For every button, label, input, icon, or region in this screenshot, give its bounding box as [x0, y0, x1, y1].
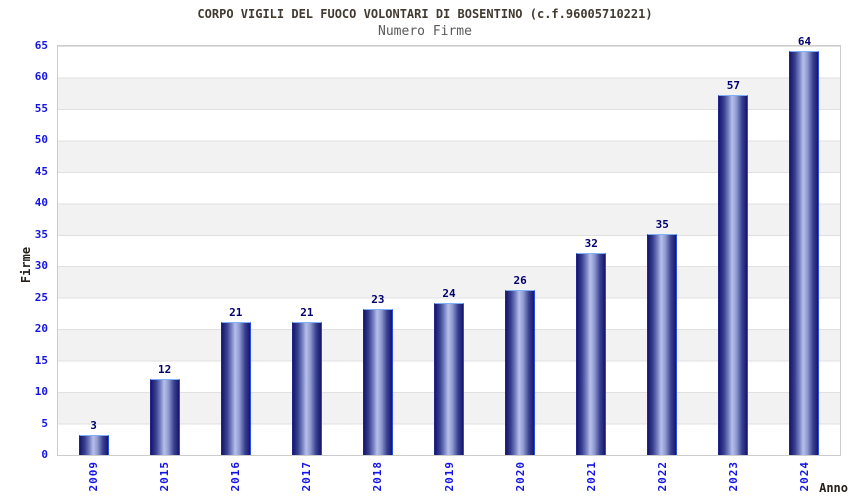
y-tick-label: 55 — [34, 101, 48, 115]
x-axis-ticks: 2009 2015 2016 2017 2018 2019 2020 2021 2022 2023… — [58, 461, 840, 499]
bar-slot: 26 — [485, 46, 556, 455]
bar-value-label: 32 — [584, 236, 598, 250]
bar-value-label: 57 — [726, 79, 741, 93]
bar-2016 — [220, 321, 251, 455]
y-tick-label: 20 — [34, 322, 48, 336]
y-tick-label: 50 — [34, 133, 48, 147]
bar-slot: 12 — [129, 46, 200, 455]
x-tick-2020: 2020 — [513, 461, 527, 492]
bar-2021 — [576, 252, 607, 455]
bar-slot: 57 — [698, 46, 769, 455]
bar-value-label: 35 — [655, 217, 669, 231]
chart-title: CORPO VIGILI DEL FUOCO VOLONTARI DI BOSE… — [197, 7, 653, 21]
x-tick-2018: 2018 — [371, 461, 385, 492]
bar-slot: 23 — [342, 46, 413, 455]
x-axis-label: Anno — [819, 481, 848, 495]
y-tick-label: 15 — [34, 353, 48, 367]
bar-value-label: 21 — [300, 305, 314, 319]
bar-slot: 21 — [200, 46, 271, 455]
bar-value-label: 21 — [229, 305, 243, 319]
y-tick-label: 5 — [41, 416, 48, 430]
plot-area: 3 12 21 21 23 24 26 32 35 57 64 — [57, 35, 841, 456]
y-tick-label: 65 — [34, 39, 48, 52]
x-tick-2022: 2022 — [655, 461, 669, 492]
bar-slot: 3 — [58, 46, 129, 455]
x-tick-2016: 2016 — [229, 461, 243, 492]
bar-2019 — [434, 303, 465, 455]
bar-value-label: 12 — [158, 362, 172, 376]
bar-value-label: 64 — [797, 35, 812, 49]
y-tick-label: 35 — [34, 227, 48, 241]
x-tick-2021: 2021 — [584, 461, 598, 492]
bar-2018 — [362, 309, 393, 455]
bar-value-label: 23 — [371, 293, 385, 307]
bar-slot: 21 — [271, 46, 342, 455]
bar-value-label: 26 — [513, 274, 527, 288]
bar-slot: 32 — [556, 46, 627, 455]
y-tick-label: 25 — [34, 290, 48, 304]
y-tick-label: 0 — [41, 448, 48, 461]
y-tick-label: 45 — [34, 164, 48, 178]
x-tick-2009: 2009 — [87, 461, 101, 492]
bar-2024 — [789, 51, 820, 455]
bar-2020 — [505, 290, 536, 455]
bar-2022 — [647, 233, 678, 455]
y-tick-label: 30 — [34, 259, 48, 273]
chart-subtitle: Numero Firme — [378, 24, 472, 39]
x-tick-2019: 2019 — [442, 461, 456, 492]
x-tick-2023: 2023 — [726, 461, 740, 492]
bar-slot: 35 — [627, 46, 698, 455]
x-tick-2015: 2015 — [158, 461, 172, 492]
bars-container: 3 12 21 21 23 24 26 32 35 57 64 — [58, 35, 840, 455]
y-tick-label: 40 — [34, 196, 48, 210]
x-tick-2017: 2017 — [300, 461, 314, 492]
bar-2017 — [291, 321, 322, 455]
bar-2015 — [149, 378, 180, 455]
bar-2009 — [78, 435, 109, 455]
bar-2023 — [718, 95, 749, 455]
bar-slot: 24 — [413, 46, 484, 455]
bar-value-label: 24 — [442, 287, 456, 300]
y-tick-label: 10 — [34, 385, 48, 399]
bar-slot: 64 — [769, 35, 840, 455]
bar-value-label: 3 — [90, 419, 97, 433]
y-tick-label: 60 — [34, 70, 48, 84]
